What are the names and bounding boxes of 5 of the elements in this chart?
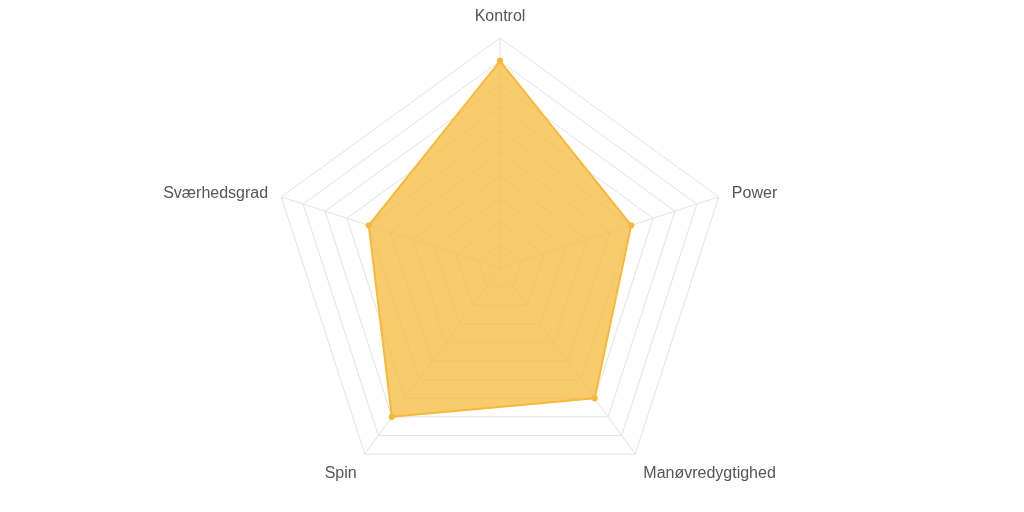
spoke-label: Power <box>731 183 778 201</box>
spoke-label: Spin <box>324 464 357 482</box>
spoke-label: Manøvredygtighed <box>643 464 776 482</box>
spoke-label: Kontrol <box>474 7 526 25</box>
spoke-label: Sværhedsgrad <box>163 183 269 201</box>
